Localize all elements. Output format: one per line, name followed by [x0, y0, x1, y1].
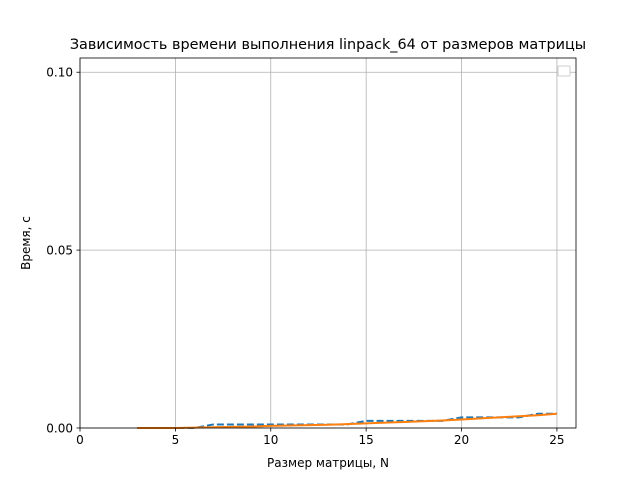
x-tick-label: 5	[172, 433, 180, 447]
plot-frame	[79, 57, 577, 429]
x-tick-label: 20	[454, 433, 469, 447]
series-layer	[137, 412, 557, 429]
series-2-line	[137, 412, 557, 429]
y-tick-label: 0.00	[46, 422, 73, 436]
x-axis-label: Размер матрицы, N	[267, 456, 389, 470]
x-tick-label: 15	[359, 433, 374, 447]
x-tick-label: 10	[263, 433, 278, 447]
legend-box	[557, 65, 571, 77]
chart-title: Зависимость времени выполнения linpack_6…	[70, 37, 586, 53]
ticks: 0 5 10 15 20 25 0.00 0.05 0.10	[46, 66, 564, 447]
x-tick-label: 25	[549, 433, 564, 447]
x-tick-label: 0	[76, 433, 84, 447]
y-tick-label: 0.05	[46, 244, 73, 258]
y-axis-label: Время, с	[19, 216, 33, 270]
y-tick-label: 0.10	[46, 66, 73, 80]
